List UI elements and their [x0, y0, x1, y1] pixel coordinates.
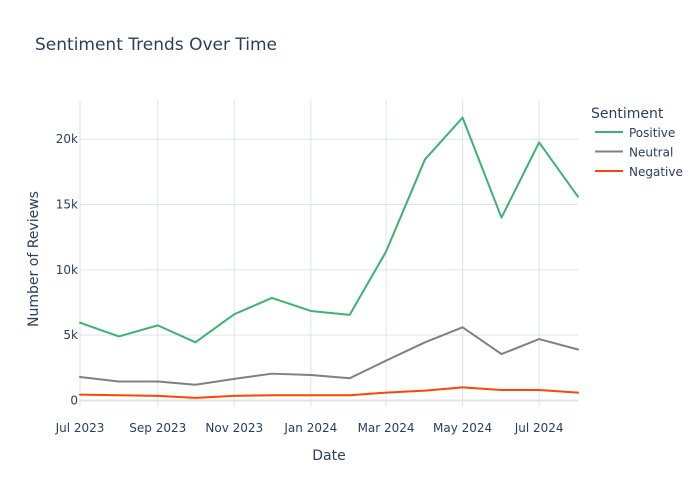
y-tick-label: 15k [56, 198, 78, 212]
legend-item-label: Negative [629, 165, 683, 179]
series-line-neutral [79, 326, 579, 386]
series-line-positive [79, 116, 579, 344]
legend-title: Sentiment [591, 106, 664, 122]
x-tick-label: Mar 2024 [358, 421, 415, 435]
grid-layer [79, 100, 578, 407]
legend-item-label: Neutral [629, 146, 673, 160]
x-tick-label: Jul 2024 [514, 421, 564, 435]
y-tick-label: 10k [56, 263, 78, 277]
legend-items[interactable]: Positive Neutral Negative [595, 126, 683, 179]
series-lines [79, 116, 579, 399]
x-axis-ticks: Jul 2023 Sep 2023 Nov 2023 Jan 2024 Mar 2024… [55, 421, 564, 435]
y-tick-label: 20k [56, 132, 78, 146]
y-tick-label: 5k [63, 328, 78, 342]
x-tick-label: May 2024 [433, 421, 492, 435]
y-tick-label: 0 [70, 393, 78, 407]
y-axis-ticks: 0 5k 10k 15k 20k [56, 132, 78, 407]
chart-title: Sentiment Trends Over Time [35, 35, 277, 55]
x-axis-title: Date [312, 448, 345, 464]
y-axis-title: Number of Reviews [26, 191, 42, 327]
legend-item-neutral[interactable]: Neutral [595, 146, 673, 160]
x-tick-label: Jul 2023 [55, 421, 105, 435]
x-tick-label: Jan 2024 [283, 421, 337, 435]
series-line-negative [79, 386, 579, 399]
x-tick-label: Nov 2023 [205, 421, 263, 435]
legend-item-negative[interactable]: Negative [595, 165, 683, 179]
legend-item-label: Positive [629, 126, 675, 140]
legend-item-positive[interactable]: Positive [595, 126, 675, 140]
legend[interactable]: Sentiment Positive Neutral Negative [591, 106, 683, 179]
x-tick-label: Sep 2023 [129, 421, 186, 435]
